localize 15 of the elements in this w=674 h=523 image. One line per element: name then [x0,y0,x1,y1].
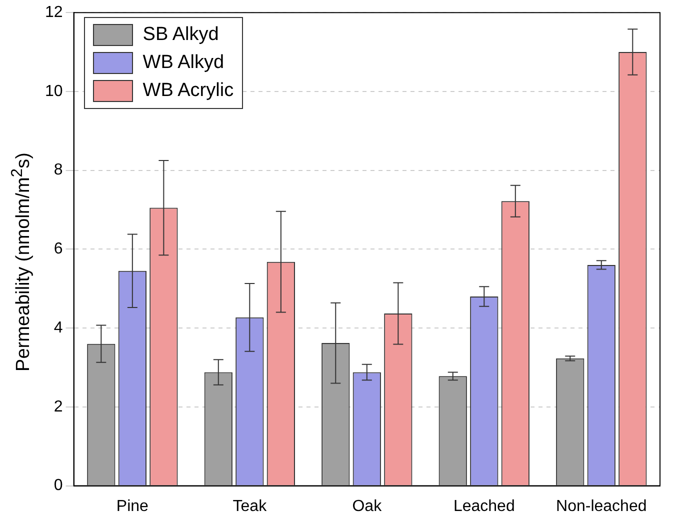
y-tick-label: 10 [45,82,63,100]
legend-label: WB Acrylic [142,80,234,102]
x-tick-label: Non-leached [556,498,647,515]
x-tick-label: Leached [453,498,515,515]
y-tick-label: 6 [54,240,63,258]
x-tick-label: Teak [232,498,268,515]
x-tick-label: Pine [116,498,149,515]
y-tick-label: 4 [54,319,63,336]
y-tick-label: 0 [54,477,63,494]
y-tick-label: 2 [54,398,63,416]
x-tick-label: Oak [352,498,383,515]
y-tick-label: 8 [54,162,63,179]
y-tick-label: 12 [45,4,63,22]
legend-label: SB Alkyd [142,24,219,46]
legend-label: WB Alkyd [142,52,224,74]
